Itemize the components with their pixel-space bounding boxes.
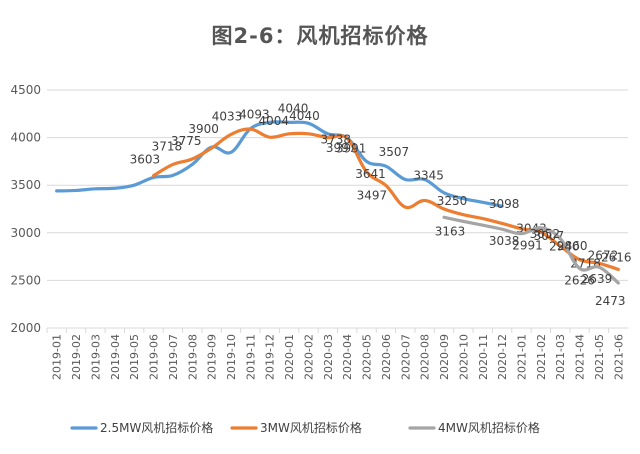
data-label: 3603 <box>130 152 161 166</box>
x-tick-label: 2019-11 <box>244 334 257 380</box>
x-tick-label: 2019-06 <box>148 334 161 380</box>
data-label: 2991 <box>512 239 543 253</box>
data-label: 3052 <box>530 227 561 241</box>
data-label: 2672 <box>588 248 619 262</box>
data-label: 4033 <box>212 109 243 123</box>
data-label: 2473 <box>595 294 626 308</box>
data-label: 3507 <box>379 145 410 159</box>
data-label: 3775 <box>171 134 202 148</box>
data-label: 2616 <box>601 250 632 264</box>
data-label: 3997 <box>326 141 357 155</box>
data-label: 3345 <box>413 168 444 182</box>
x-tick-label: 2021-02 <box>535 334 548 380</box>
legend-entry: 3MW风机招标价格 <box>260 420 362 435</box>
data-label: 3007 <box>534 229 565 243</box>
data-label: 3738 <box>321 133 352 147</box>
x-tick-label: 2019-08 <box>186 334 199 380</box>
data-label: 4040 <box>278 101 309 115</box>
series-line-2 <box>151 127 620 271</box>
x-tick-label: 2019-05 <box>128 334 141 380</box>
y-tick-label: 4500 <box>10 83 41 97</box>
x-tick-label: 2020-07 <box>399 334 412 380</box>
y-tick-label: 4000 <box>10 131 41 145</box>
data-label: 3497 <box>357 188 388 202</box>
data-label: 4093 <box>239 108 270 122</box>
x-tick-label: 2019-07 <box>167 334 180 380</box>
x-tick-label: 2020-10 <box>457 334 470 380</box>
data-label: 2626 <box>564 273 595 287</box>
data-label: 4040 <box>289 109 320 123</box>
x-tick-label: 2021-03 <box>554 334 567 380</box>
data-label: 3718 <box>152 139 183 153</box>
legend-entry: 4MW风机招标价格 <box>438 420 540 435</box>
x-tick-label: 2020-02 <box>302 334 315 380</box>
data-label: 3250 <box>437 194 468 208</box>
x-tick-label: 2019-10 <box>225 334 238 380</box>
y-tick-label: 3500 <box>10 178 41 192</box>
data-label: 3991 <box>336 141 367 155</box>
data-label: 3641 <box>355 167 386 181</box>
x-tick-label: 2019-09 <box>206 334 219 380</box>
x-tick-label: 2020-03 <box>322 334 335 380</box>
data-label: 4004 <box>258 114 289 128</box>
x-tick-label: 2020-01 <box>283 334 296 380</box>
x-tick-label: 2021-06 <box>612 334 625 380</box>
x-tick-label: 2019-01 <box>51 334 64 380</box>
x-tick-label: 2019-04 <box>109 334 122 380</box>
data-label: 3900 <box>188 122 219 136</box>
x-tick-label: 2020-06 <box>380 334 393 380</box>
x-tick-label: 2020-04 <box>341 334 354 380</box>
data-label: 3038 <box>489 234 520 248</box>
x-tick-label: 2019-02 <box>70 334 83 380</box>
x-tick-label: 2019-12 <box>264 334 277 380</box>
chart-title: 图2-6：风机招标价格 <box>211 24 429 48</box>
x-tick-label: 2019-03 <box>89 334 102 380</box>
x-tick-label: 2020-05 <box>361 334 374 380</box>
y-tick-label: 3000 <box>10 226 41 240</box>
data-label: 3163 <box>435 224 466 238</box>
x-tick-label: 2020-11 <box>477 334 490 380</box>
x-tick-label: 2021-05 <box>593 334 606 380</box>
legend-entry: 2.5MW风机招标价格 <box>100 420 213 435</box>
x-tick-label: 2020-08 <box>419 334 432 380</box>
x-tick-label: 2020-12 <box>496 334 509 380</box>
series-line-1 <box>55 120 504 208</box>
series-line-3 <box>442 215 620 285</box>
y-tick-label: 2500 <box>10 273 41 287</box>
data-label: 3098 <box>489 197 520 211</box>
x-tick-label: 2021-04 <box>574 334 587 380</box>
x-tick-label: 2020-09 <box>438 334 451 380</box>
y-tick-label: 2000 <box>10 321 41 335</box>
data-label: 2639 <box>582 272 613 286</box>
data-label: 2940 <box>549 240 580 254</box>
x-tick-label: 2021-01 <box>515 334 528 380</box>
